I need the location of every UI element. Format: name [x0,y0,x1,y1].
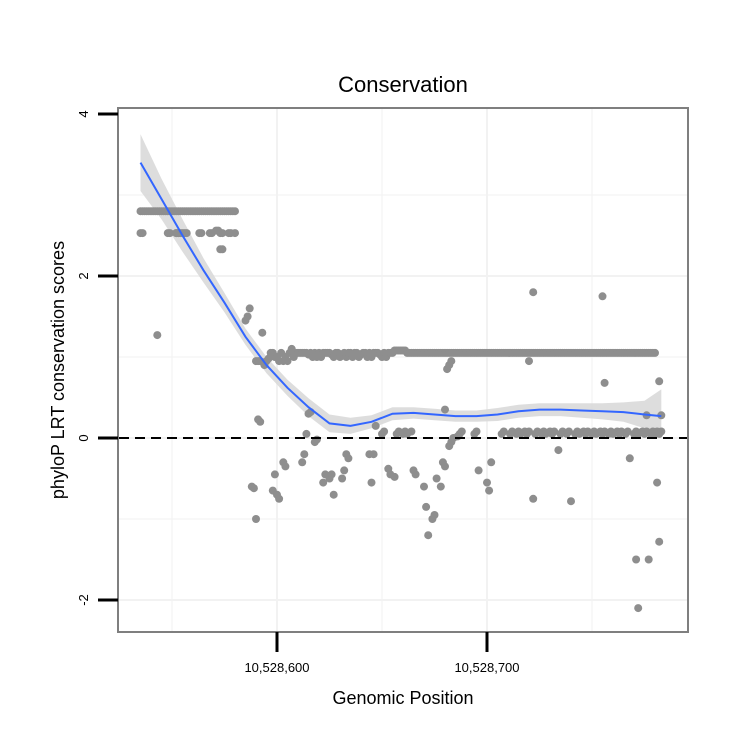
data-point [338,474,347,483]
data-point [600,378,609,387]
confidence-ribbon [140,134,662,439]
data-point [457,427,466,436]
data-point [371,421,380,430]
data-points [136,207,666,613]
data-point [245,304,254,313]
data-point [632,555,641,564]
data-point [281,462,290,471]
data-point [218,229,227,238]
data-point [420,482,428,491]
chart-title: Conservation [338,72,468,97]
data-point [390,472,399,481]
data-point [327,470,336,479]
data-point [525,427,533,436]
data-point [243,312,252,321]
data-point [657,427,666,436]
y-tick-label: 0 [76,434,91,441]
data-point [298,458,307,467]
data-point [138,229,147,238]
smooth-path [139,162,662,427]
data-point [275,494,284,503]
data-point [197,229,206,238]
x-axis-label: Genomic Position [332,688,473,708]
data-point [644,555,653,564]
x-axis: 10,528,600 10,528,700 [244,632,520,675]
y-tick-label: 4 [76,110,91,117]
data-point [367,478,376,487]
data-point [283,357,292,366]
data-point [256,417,265,426]
data-point [567,497,575,506]
data-point [623,427,632,436]
data-point [422,502,431,511]
data-point [625,454,634,463]
data-point [529,494,538,503]
plot-panel [117,107,689,633]
y-tick-label: -2 [76,594,91,606]
data-point [447,357,456,366]
data-point [499,427,508,436]
data-point [231,229,239,238]
data-point [487,458,496,467]
data-point [651,348,659,357]
data-point [483,478,491,487]
data-point [653,478,662,487]
gridlines [119,109,687,631]
data-point [441,462,449,471]
data-point [634,604,643,613]
data-point [436,482,445,491]
data-point [252,515,260,523]
x-tick-label: 10,528,700 [454,660,519,675]
smooth-trend-line [139,162,662,427]
data-point [319,478,328,487]
data-point [369,450,378,459]
data-point [655,377,664,386]
data-point [165,229,174,238]
data-point [525,357,533,366]
data-point [485,486,494,495]
data-point [340,466,349,475]
y-axis: -2 0 2 4 [76,110,118,606]
data-point [312,435,321,444]
data-point [258,328,267,337]
data-point [432,474,441,483]
data-point [598,292,607,301]
data-point [529,288,538,297]
data-point [249,484,258,493]
x-tick-label: 10,528,600 [244,660,309,675]
data-point [344,454,353,463]
data-point [302,429,311,438]
ribbon-area [140,134,662,439]
data-point [218,245,227,254]
data-point [554,446,563,455]
data-point [472,427,481,436]
y-axis-label: phyloP LRT conservation scores [48,241,68,499]
data-point [300,450,309,459]
data-point [407,427,416,436]
data-point [550,427,559,436]
data-point [411,470,420,479]
data-point [153,331,162,340]
data-point [430,511,439,519]
data-point [424,531,433,540]
data-point [231,207,239,216]
data-point [329,490,338,499]
data-point [564,427,573,436]
data-point [474,466,483,475]
data-point [270,470,279,479]
data-point [655,537,664,546]
data-point [380,427,389,436]
data-point [441,405,449,414]
y-tick-label: 2 [76,272,91,279]
